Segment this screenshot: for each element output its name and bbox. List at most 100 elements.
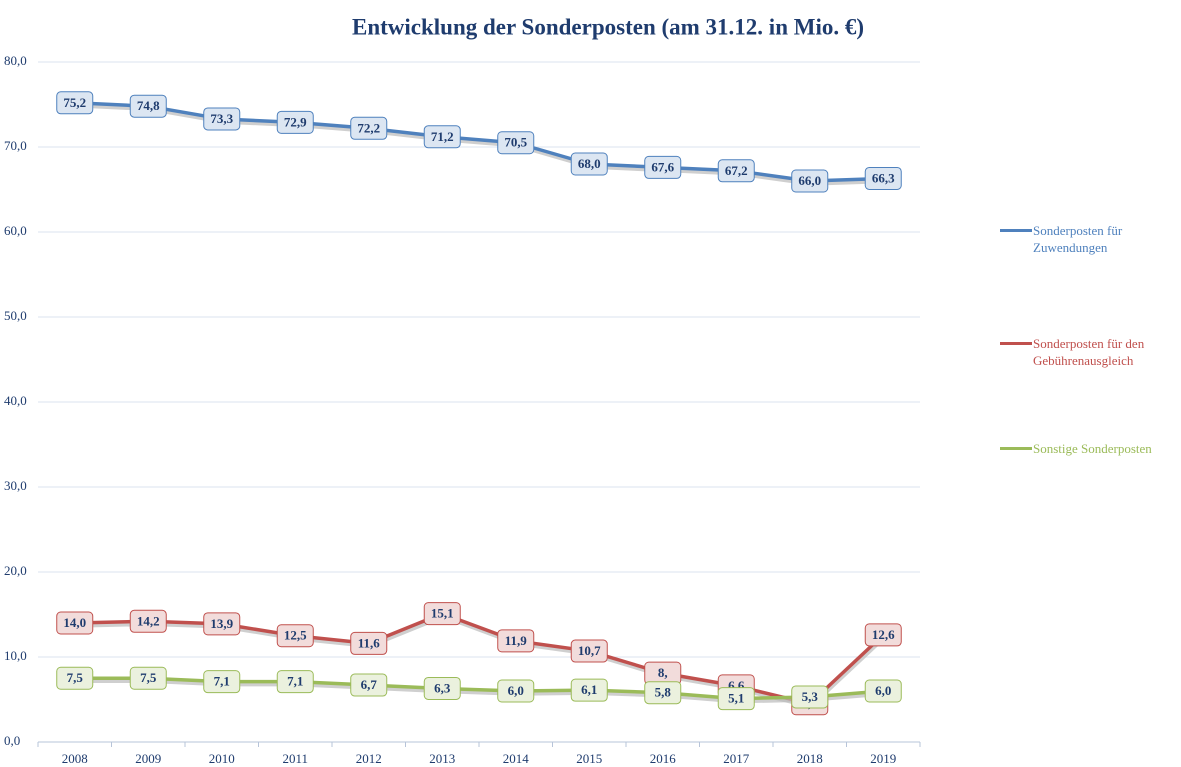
data-label: 7,5 <box>56 666 94 690</box>
data-label: 5,1 <box>717 687 755 711</box>
data-label-box <box>423 125 461 149</box>
data-label-box <box>129 94 167 118</box>
data-label-text: 74,8 <box>137 98 160 113</box>
data-label-box <box>276 670 314 694</box>
data-label-box <box>497 679 535 703</box>
line-shadow <box>75 104 885 186</box>
y-tick-label: 30,0 <box>4 478 27 493</box>
data-label: 68,0 <box>570 152 608 176</box>
data-label-box <box>644 155 682 179</box>
x-tick-label: 2011 <box>282 751 308 766</box>
data-label: 6,0 <box>864 679 902 703</box>
data-label-text: 5,1 <box>728 691 744 706</box>
data-label: 15,1 <box>423 602 461 626</box>
data-label-box <box>423 676 461 700</box>
data-label-box <box>203 670 241 694</box>
data-label-text: 6,0 <box>508 683 524 698</box>
data-label: 73,3 <box>203 107 241 131</box>
data-label-text: 72,9 <box>284 114 307 129</box>
y-tick-label: 20,0 <box>4 563 27 578</box>
data-label: 6,1 <box>570 678 608 702</box>
data-label-box <box>350 631 388 655</box>
data-label: 10,7 <box>570 639 608 663</box>
legend-swatch <box>1000 229 1032 232</box>
data-label: 6,0 <box>497 679 535 703</box>
data-label: 72,2 <box>350 116 388 140</box>
data-label: 8, <box>644 661 682 685</box>
data-label-text: 15,1 <box>431 606 454 621</box>
data-label-box <box>791 685 829 709</box>
y-tick-label: 80,0 <box>4 53 27 68</box>
data-label-box <box>56 666 94 690</box>
data-label: 7,1 <box>276 670 314 694</box>
y-tick-label: 70,0 <box>4 138 27 153</box>
data-label-text: 7,5 <box>140 670 157 685</box>
data-label: 12,5 <box>276 624 314 648</box>
x-tick-label: 2018 <box>797 751 823 766</box>
x-tick-label: 2017 <box>723 751 750 766</box>
data-label-text: 67,6 <box>651 159 674 174</box>
data-label: 66,3 <box>864 166 902 190</box>
data-label: 6,3 <box>423 676 461 700</box>
x-tick-label: 2012 <box>356 751 382 766</box>
data-label-box <box>350 116 388 140</box>
legend-swatch <box>1000 342 1032 345</box>
data-label-text: 75,2 <box>63 95 86 110</box>
data-label-text: 66,3 <box>872 170 895 185</box>
data-label-text: 11,6 <box>358 635 381 650</box>
data-label-box <box>497 131 535 155</box>
chart-title: Entwicklung der Sonderposten (am 31.12. … <box>352 14 864 39</box>
data-label: 75,2 <box>56 91 94 115</box>
data-label-text: 14,2 <box>137 613 160 628</box>
data-label-box <box>497 629 535 653</box>
x-tick-label: 2019 <box>870 751 896 766</box>
data-label-text: 70,5 <box>504 135 527 150</box>
legend-label: Sonstige Sonderposten <box>1033 441 1152 456</box>
data-label-box <box>644 681 682 705</box>
data-label-box <box>864 679 902 703</box>
data-label-text: 67,2 <box>725 163 748 178</box>
y-tick-label: 10,0 <box>4 648 27 663</box>
data-label-text: 72,2 <box>357 120 380 135</box>
data-label: 7,5 <box>129 666 167 690</box>
data-label: 11,9 <box>497 629 535 653</box>
data-label-box <box>717 159 755 183</box>
data-label: 7,1 <box>203 670 241 694</box>
legend-label: Sonderposten für den Gebührenausgleich <box>1033 336 1145 368</box>
data-label-box <box>203 612 241 636</box>
data-label: 14,0 <box>56 611 94 635</box>
data-label-text: 11,9 <box>505 633 528 648</box>
data-label-text: 12,5 <box>284 628 307 643</box>
data-label-text: 6,7 <box>361 677 378 692</box>
data-label-text: 73,3 <box>210 111 233 126</box>
data-label-text: 13,9 <box>210 616 233 631</box>
data-label-box <box>56 91 94 115</box>
data-label-text: 5,3 <box>802 689 819 704</box>
data-label-box <box>350 673 388 697</box>
data-label-text: 6,3 <box>434 680 451 695</box>
data-label: 67,2 <box>717 159 755 183</box>
data-label-box <box>276 624 314 648</box>
data-label-text: 8, <box>658 665 668 680</box>
x-tick-label: 2009 <box>135 751 161 766</box>
data-label-text: 6,0 <box>875 683 891 698</box>
y-tick-label: 40,0 <box>4 393 27 408</box>
data-label-box <box>276 110 314 134</box>
data-label-box <box>570 152 608 176</box>
data-label: 5,3 <box>791 685 829 709</box>
legend-label: Sonderposten für Zuwendungen <box>1033 223 1123 255</box>
data-label-text: 5,8 <box>655 685 672 700</box>
data-label-box <box>864 166 902 190</box>
data-label: 74,8 <box>129 94 167 118</box>
data-label-text: 66,0 <box>798 173 821 188</box>
x-tick-label: 2010 <box>209 751 235 766</box>
data-label-text: 7,1 <box>287 674 303 689</box>
data-label: 6,7 <box>350 673 388 697</box>
data-label-text: 7,5 <box>67 670 84 685</box>
data-label-box <box>129 609 167 633</box>
data-label-box <box>423 602 461 626</box>
x-tick-label: 2014 <box>503 751 530 766</box>
data-label: 11,6 <box>350 631 388 655</box>
data-label: 72,9 <box>276 110 314 134</box>
